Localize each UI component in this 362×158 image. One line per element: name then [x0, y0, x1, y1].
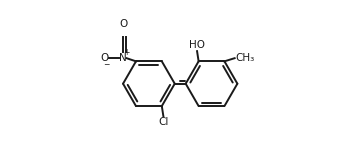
Text: N: N: [119, 53, 127, 63]
Text: −: −: [104, 60, 110, 69]
Text: HO: HO: [189, 40, 205, 50]
Text: CH₃: CH₃: [235, 53, 255, 63]
Text: +: +: [123, 48, 130, 57]
Text: O: O: [100, 53, 109, 63]
Text: O: O: [119, 19, 127, 29]
Text: Cl: Cl: [158, 117, 169, 127]
